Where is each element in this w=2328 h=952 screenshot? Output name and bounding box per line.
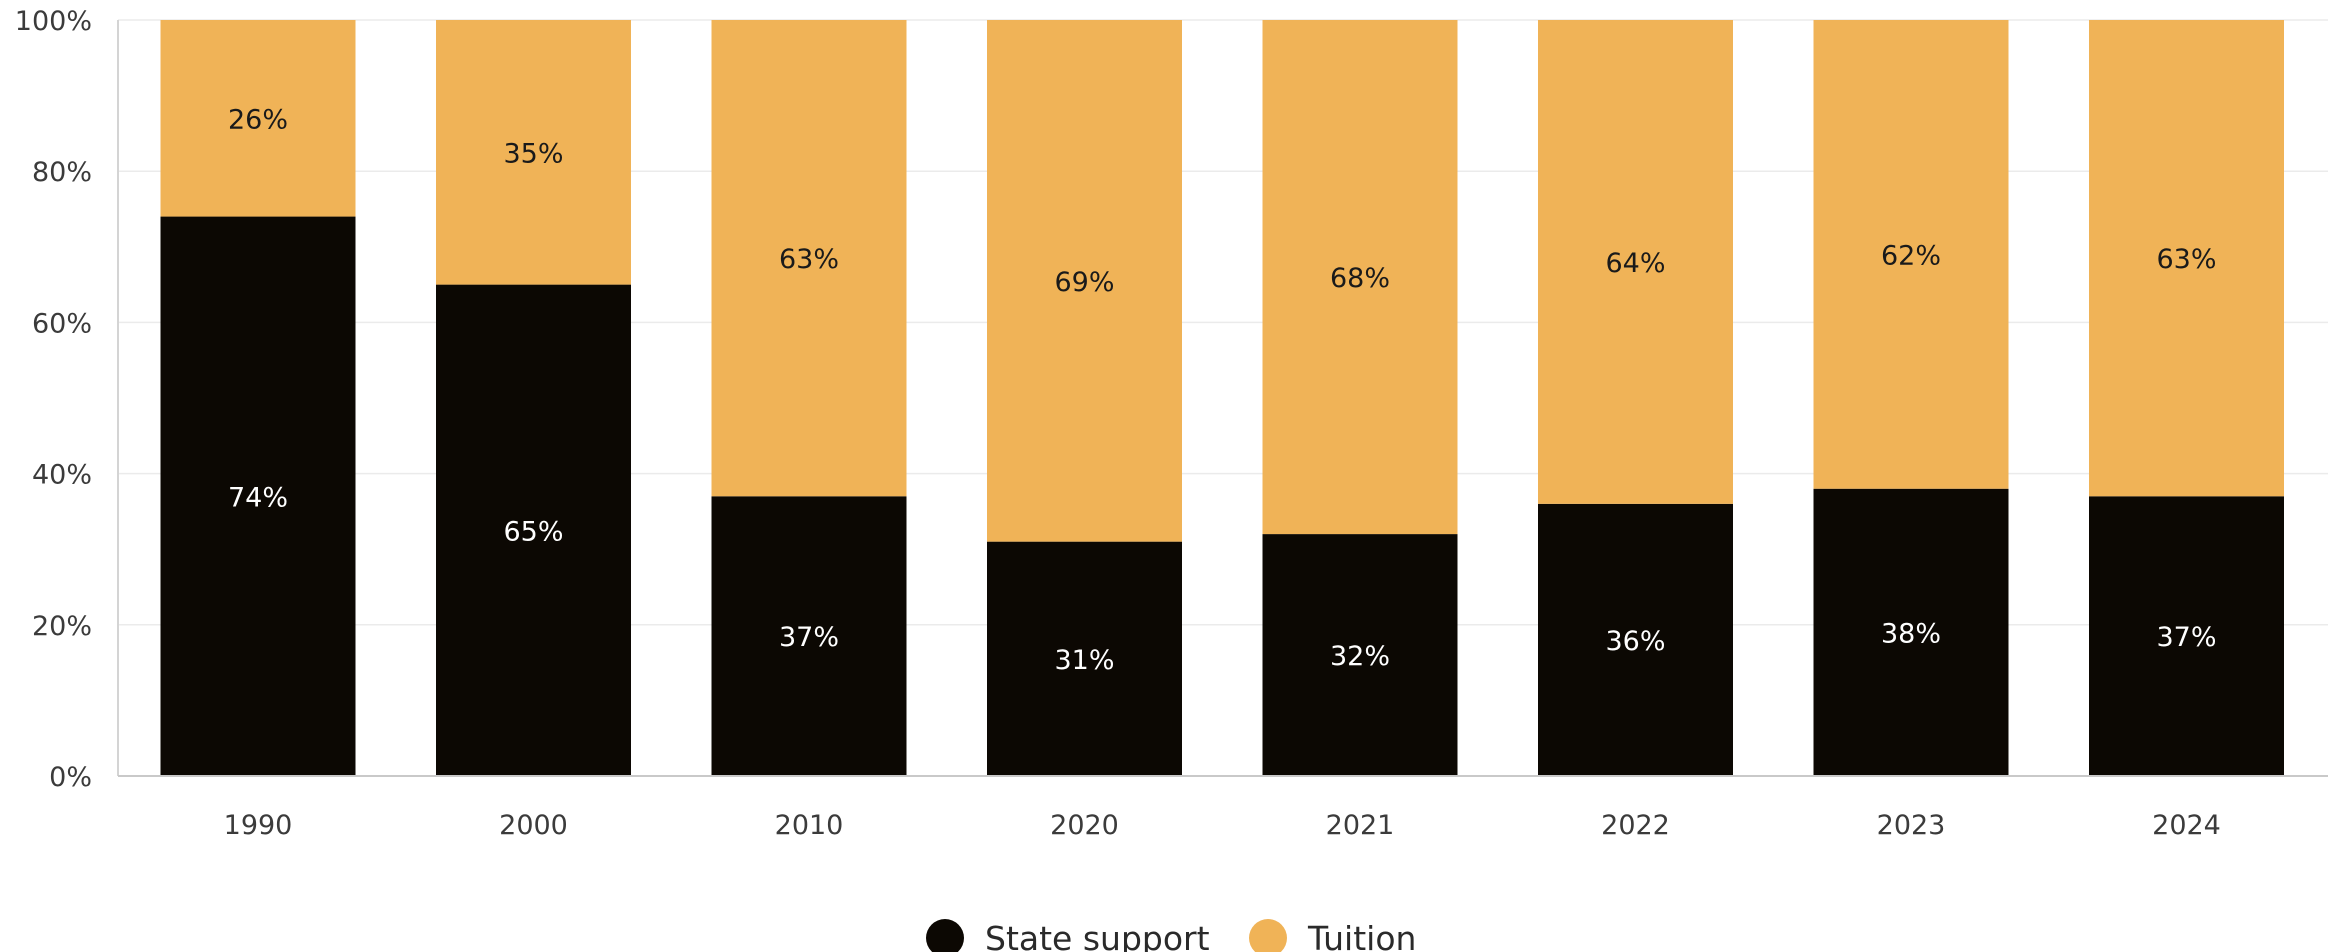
x-tick-label: 2021 <box>1326 810 1395 841</box>
data-label: 63% <box>779 244 839 275</box>
y-axis-ticks: 0% 20% 40% 60% 80% 100% <box>15 6 92 793</box>
bar-state-support <box>1538 503 1733 776</box>
data-label: 37% <box>779 622 839 653</box>
x-tick-label: 2023 <box>1877 810 1946 841</box>
y-tick-label: 0% <box>49 762 92 793</box>
y-tick-label: 80% <box>32 157 92 188</box>
x-axis-ticks: 1990 2000 2010 2020 2021 2022 2023 2024 <box>224 810 2221 841</box>
data-label: 74% <box>228 482 288 513</box>
x-tick-label: 2000 <box>499 810 568 841</box>
bar-tuition <box>711 20 907 497</box>
y-tick-label: 60% <box>32 308 92 339</box>
bar-tuition <box>1262 20 1458 535</box>
x-tick-label: 2024 <box>2152 810 2221 841</box>
bar-state-support <box>987 541 1182 776</box>
bar-labels: 74% 26% 65% 35% 37% 63% 31% 69% 32% 68% 36% 64% 38% 6… <box>228 104 2217 676</box>
data-label: 62% <box>1881 240 1941 271</box>
data-label: 26% <box>228 104 288 135</box>
bar-state-support <box>1262 534 1458 776</box>
legend-swatch <box>926 919 964 952</box>
bar-state-support <box>711 496 907 776</box>
bar-tuition <box>436 20 631 285</box>
data-label: 64% <box>1605 248 1665 279</box>
data-label: 32% <box>1330 641 1390 672</box>
data-label: 38% <box>1881 618 1941 649</box>
data-label: 35% <box>503 138 563 169</box>
bar-tuition <box>160 20 356 217</box>
data-label: 63% <box>2156 244 2216 275</box>
legend-item-tuition: Tuition <box>1249 919 1416 952</box>
bar-tuition <box>1538 20 1733 504</box>
bar-state-support <box>436 284 631 776</box>
legend-label: Tuition <box>1307 919 1416 952</box>
data-label: 68% <box>1330 263 1390 294</box>
x-tick-label: 2022 <box>1601 810 1670 841</box>
bar-state-support <box>160 216 356 776</box>
y-tick-label: 40% <box>32 460 92 491</box>
bar-tuition <box>1813 20 2009 489</box>
data-label: 65% <box>503 516 563 547</box>
bar-state-support <box>2089 496 2284 776</box>
x-tick-label: 1990 <box>224 810 293 841</box>
data-label: 31% <box>1054 645 1114 676</box>
legend-item-state-support: State support <box>926 919 1210 952</box>
bar-tuition <box>987 20 1182 542</box>
legend-label: State support <box>985 919 1210 952</box>
data-label: 37% <box>2156 622 2216 653</box>
legend-swatch <box>1249 919 1287 952</box>
y-tick-label: 100% <box>15 6 92 37</box>
legend: State support Tuition <box>926 919 1416 952</box>
data-label: 36% <box>1605 626 1665 657</box>
y-tick-label: 20% <box>32 611 92 642</box>
bars <box>160 20 2284 776</box>
x-tick-label: 2020 <box>1050 810 1119 841</box>
bar-state-support <box>1813 488 2009 776</box>
x-tick-label: 2010 <box>775 810 844 841</box>
bar-tuition <box>2089 20 2284 497</box>
data-label: 69% <box>1054 267 1114 298</box>
